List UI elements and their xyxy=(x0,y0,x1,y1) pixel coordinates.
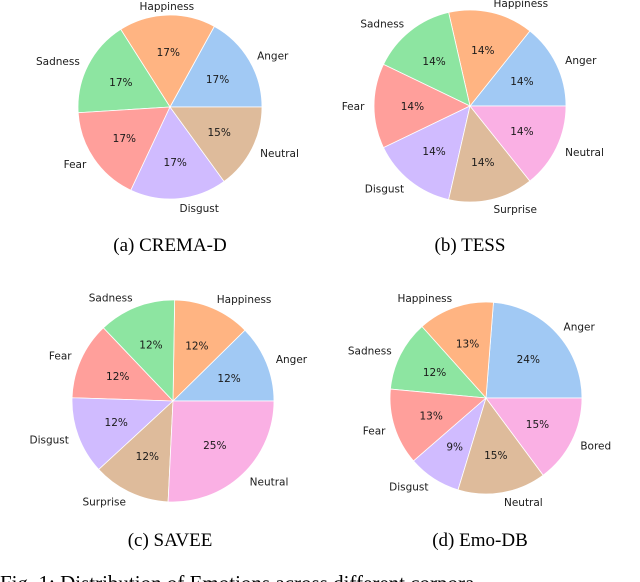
pie-slice-happiness xyxy=(172,299,246,402)
pie-slice-disgust xyxy=(382,105,471,201)
pie-slice-fear xyxy=(77,106,171,191)
slice-label-anger: Anger xyxy=(564,321,596,333)
pie-slice-happiness xyxy=(421,301,494,399)
pct-label-sadness: 17% xyxy=(109,77,132,89)
pct-label-happiness: 13% xyxy=(456,338,479,350)
pie-slice-surprise xyxy=(98,400,174,503)
slice-label-fear: Fear xyxy=(342,101,365,113)
pie-slice-fear xyxy=(373,63,471,149)
pct-label-neutral: 25% xyxy=(203,440,226,452)
pct-label-neutral: 15% xyxy=(484,450,507,462)
slice-label-fear: Fear xyxy=(64,159,87,171)
caption-savee: (c) SAVEE xyxy=(128,530,213,551)
slice-label-happiness: Happiness xyxy=(140,1,195,13)
pie-slice-neutral xyxy=(469,105,567,182)
pie-slice-neutral xyxy=(169,106,263,182)
pie-slice-anger xyxy=(485,301,583,399)
caption-crema-d: (a) CREMA-D xyxy=(113,235,226,256)
caption-tess: (b) TESS xyxy=(435,235,506,256)
slice-label-sadness: Sadness xyxy=(36,56,80,68)
pct-label-sadness: 12% xyxy=(423,367,446,379)
slice-label-fear: Fear xyxy=(49,351,72,363)
pie-slice-bored xyxy=(485,397,583,476)
pie-slice-neutral xyxy=(167,400,275,503)
slice-label-happiness: Happiness xyxy=(217,294,272,306)
pie-chart-crema-d: 17% Anger 17% Happiness 17% Sadness 17% Fear 17%… xyxy=(36,1,299,215)
pct-label-disgust: 9% xyxy=(446,441,463,453)
slice-label-happiness: Happiness xyxy=(493,0,548,10)
pct-label-fear: 17% xyxy=(113,133,136,145)
pie-chart-emo-db: 24% Anger 13% Happiness 12% Sadness 13% Fear 9% D… xyxy=(348,293,611,509)
pct-label-anger: 12% xyxy=(217,373,240,385)
pct-label-fear: 12% xyxy=(106,371,129,383)
slice-label-neutral: Neutral xyxy=(504,497,543,509)
figure-caption: Fig. 1: Distribution of Emotions across … xyxy=(0,571,475,582)
pct-label-happiness: 14% xyxy=(471,45,494,57)
slice-label-sadness: Sadness xyxy=(360,18,404,30)
pct-label-disgust: 14% xyxy=(422,146,445,158)
pie-slice-sadness xyxy=(102,299,176,402)
pct-label-disgust: 17% xyxy=(164,157,187,169)
slice-label-sadness: Sadness xyxy=(348,345,392,357)
slice-label-surprise: Surprise xyxy=(82,497,125,509)
pct-label-surprise: 14% xyxy=(471,157,494,169)
slice-label-disgust: Disgust xyxy=(29,435,68,447)
slice-label-disgust: Disgust xyxy=(180,203,219,215)
pct-label-disgust: 12% xyxy=(105,417,128,429)
slice-label-anger: Anger xyxy=(257,50,289,62)
pct-label-fear: 14% xyxy=(401,101,424,113)
pie-slice-sadness xyxy=(389,325,487,399)
pct-label-neutral: 14% xyxy=(510,126,533,138)
pie-chart-savee: 12% Anger 12% Happiness 12% Sadness 12% Fear 12%… xyxy=(29,293,307,509)
pie-slice-disgust xyxy=(71,397,174,471)
slice-label-neutral: Neutral xyxy=(565,147,604,159)
slice-label-happiness: Happiness xyxy=(397,293,452,305)
pct-label-happiness: 12% xyxy=(185,340,208,352)
slice-label-bored: Bored xyxy=(580,441,611,453)
pie-slice-happiness xyxy=(120,14,215,108)
pie-slice-fear xyxy=(389,388,487,462)
slice-label-surprise: Surprise xyxy=(493,204,536,216)
pct-label-sadness: 12% xyxy=(139,340,162,352)
pie-chart-tess: 14% Anger 14% Happiness 14% Sadness 14% Fear 14%… xyxy=(342,0,604,216)
pie-slice-sadness xyxy=(382,11,471,107)
pct-label-surprise: 12% xyxy=(136,451,159,463)
slice-label-disgust: Disgust xyxy=(365,184,404,196)
slice-label-neutral: Neutral xyxy=(260,148,299,160)
pie-slice-anger xyxy=(169,25,263,108)
slice-label-anger: Anger xyxy=(276,354,308,366)
pct-label-anger: 24% xyxy=(517,354,540,366)
pie-slice-surprise xyxy=(448,105,531,203)
pie-slice-sadness xyxy=(77,28,171,114)
pct-label-neutral: 15% xyxy=(208,127,231,139)
pct-label-fear: 13% xyxy=(419,411,442,423)
slice-label-anger: Anger xyxy=(565,55,597,67)
pct-label-anger: 17% xyxy=(206,74,229,86)
pct-label-anger: 14% xyxy=(510,76,533,88)
pct-label-happiness: 17% xyxy=(157,47,180,59)
pct-label-bored: 15% xyxy=(526,419,549,431)
caption-emo-db: (d) Emo-DB xyxy=(432,530,528,551)
pie-slice-anger xyxy=(172,329,275,402)
pct-label-sadness: 14% xyxy=(422,56,445,68)
pie-slice-anger xyxy=(469,30,567,107)
pie-slice-neutral xyxy=(457,397,544,495)
pie-slice-fear xyxy=(71,327,174,402)
pie-slice-disgust xyxy=(130,106,225,200)
slice-label-disgust: Disgust xyxy=(389,482,428,494)
slice-label-neutral: Neutral xyxy=(250,476,289,488)
slice-label-sadness: Sadness xyxy=(89,293,133,305)
slice-label-fear: Fear xyxy=(363,425,386,437)
pie-slice-happiness xyxy=(448,9,531,107)
